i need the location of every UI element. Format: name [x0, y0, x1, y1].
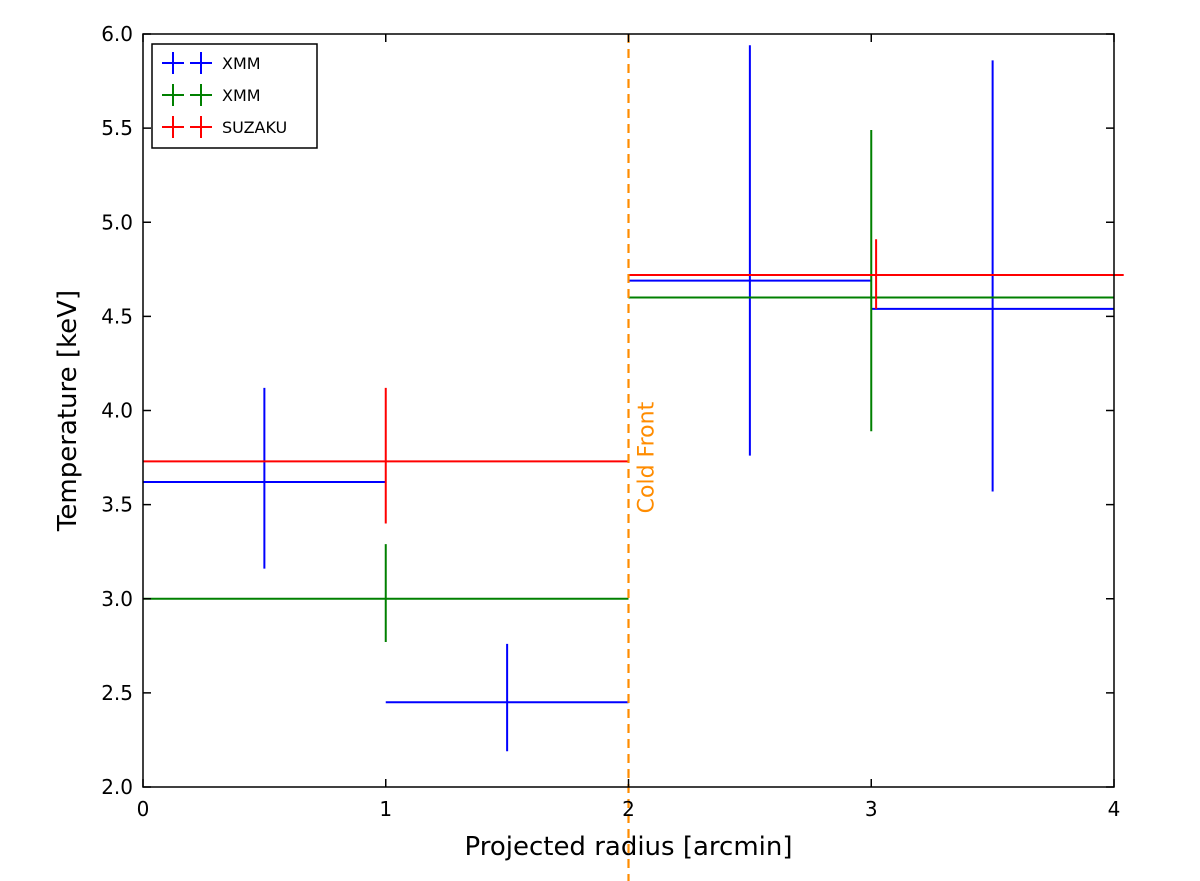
y-tick-label: 2.5	[101, 681, 133, 705]
legend-label: SUZAKU	[222, 118, 287, 137]
x-tick-label: 3	[865, 797, 878, 821]
y-tick-label: 5.0	[101, 210, 133, 234]
data-point	[143, 387, 386, 569]
legend-entries: XMM XMM SUZAKU	[162, 52, 287, 138]
legend-entry: XMM	[162, 84, 261, 106]
y-tick-label: 4.0	[101, 399, 133, 423]
legend: XMM XMM SUZAKU	[151, 43, 318, 149]
x-tick-label: 0	[137, 797, 150, 821]
x-tick-label: 2	[622, 797, 635, 821]
y-tick-label: 3.5	[101, 493, 133, 517]
ticks-layer: 0 1 2 3 4 2.0 2.5 3.0 3.5 4.0 4.5 5.0 5.5 6.0	[101, 22, 1120, 821]
legend-label: XMM	[222, 54, 261, 73]
data-point	[628, 45, 872, 456]
data-point	[385, 643, 629, 752]
series-layer	[143, 45, 1124, 752]
y-axis-label: Temperature [keV]	[53, 290, 83, 532]
legend-label: XMM	[222, 86, 261, 105]
data-point	[628, 239, 1124, 309]
data-point	[143, 387, 629, 524]
y-tick-label: 4.5	[101, 304, 133, 328]
y-tick-label: 5.5	[101, 116, 133, 140]
y-tick-label: 3.0	[101, 587, 133, 611]
x-tick-label: 1	[379, 797, 392, 821]
cold-front-label: Cold Front	[635, 401, 660, 513]
x-axis-label: Projected radius [arcmin]	[464, 832, 792, 862]
y-tick-label: 2.0	[101, 775, 133, 799]
y-tick-label: 6.0	[101, 22, 133, 46]
x-tick-label: 4	[1108, 797, 1121, 821]
data-point	[628, 130, 1114, 432]
legend-entry: SUZAKU	[162, 116, 287, 138]
legend-entry: XMM	[162, 52, 261, 74]
data-point	[143, 544, 629, 643]
